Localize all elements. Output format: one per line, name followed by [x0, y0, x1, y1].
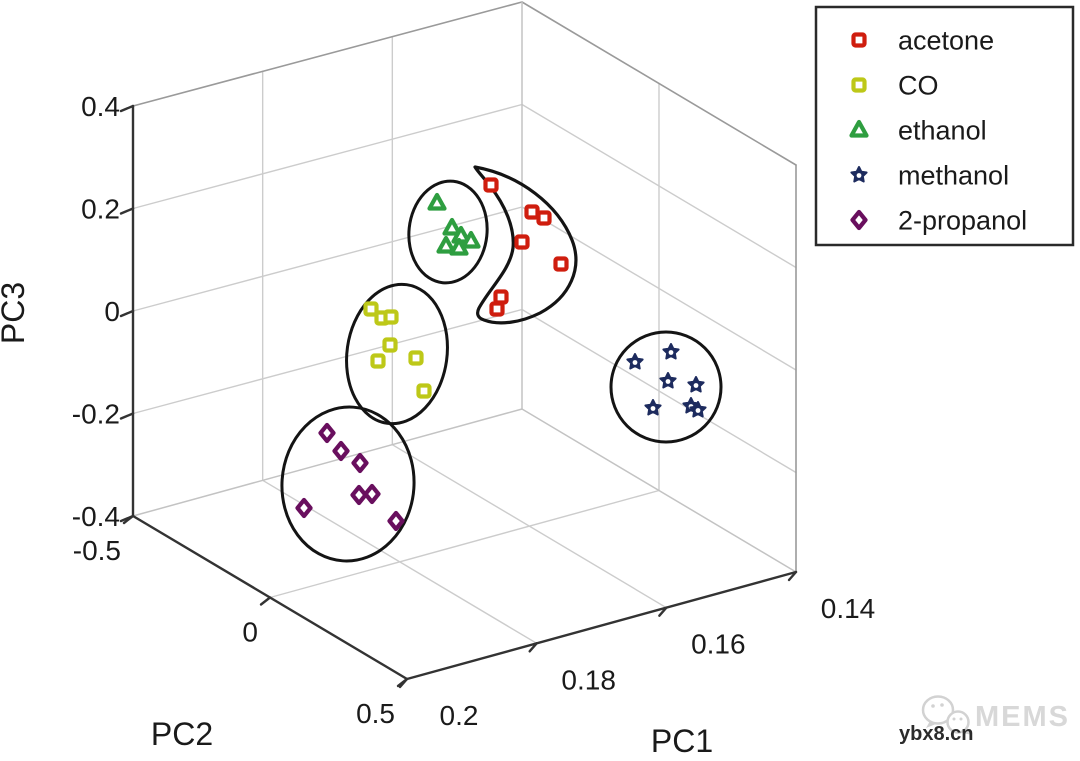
pentagram-legend-icon-center	[856, 173, 862, 178]
pc2-tick	[122, 514, 135, 525]
pc2-axis-label: PC2	[151, 716, 213, 752]
data-points	[295, 177, 707, 532]
legend-label: acetone	[898, 26, 994, 56]
marker-methanol-center	[665, 379, 671, 384]
pc3-tick-label: 0	[104, 296, 120, 327]
cluster-outline-CO	[345, 282, 449, 426]
pc3-tick-label: -0.2	[72, 399, 120, 430]
square-legend-icon	[851, 77, 867, 93]
marker-methanol-center	[650, 406, 656, 411]
pc3-tick-label: 0.2	[81, 194, 120, 225]
marker-2-propanol	[387, 510, 405, 532]
pc3-tick	[119, 412, 135, 420]
pc3-axis-label: PC3	[0, 282, 31, 344]
pc3-tick	[119, 207, 135, 215]
box-edge-floor-right	[521, 408, 797, 573]
grid-line-pc2-floor	[269, 489, 660, 599]
marker-ethanol	[442, 217, 462, 236]
marker-2-propanol	[350, 484, 368, 506]
pc2-tick	[259, 596, 272, 606]
cluster-outlines	[280, 165, 723, 563]
marker-2-propanol	[295, 497, 313, 519]
watermark: MEMS ybx8.cn	[899, 695, 1070, 745]
pc1-axis	[405, 570, 798, 681]
pc1-tick	[398, 677, 409, 689]
cluster-outline-acetone	[473, 165, 578, 325]
pc1-tick-label: 0.2	[440, 700, 479, 731]
marker-2-propanol	[363, 483, 381, 505]
marker-acetone	[536, 210, 552, 226]
pc2-tick-label: 0	[242, 617, 258, 648]
cluster-outline-methanol	[609, 330, 723, 444]
watermark-brand-text: MEMS	[975, 701, 1070, 733]
legend-item-co: CO	[851, 71, 939, 101]
marker-acetone	[489, 301, 505, 317]
marker-2-propanol	[318, 422, 336, 444]
marker-CO	[416, 383, 432, 399]
marker-acetone	[493, 289, 509, 305]
box-edge-top-left	[132, 1, 523, 107]
marker-CO	[363, 301, 379, 317]
square-legend-icon	[851, 32, 867, 48]
marker-ethanol	[436, 235, 456, 254]
cluster-outline-2-propanol	[280, 405, 416, 563]
marker-CO	[370, 353, 386, 369]
pc1-tick	[658, 606, 668, 617]
marker-CO	[382, 337, 398, 353]
triangle-legend-icon	[849, 119, 869, 138]
box-edge-top-right	[521, 1, 797, 166]
pc3-tick-label: 0.4	[81, 91, 120, 122]
pc2-tick-label: 0.5	[356, 698, 395, 729]
marker-CO	[408, 350, 424, 366]
pc1-tick	[528, 642, 538, 653]
watermark-site-text: ybx8.cn	[899, 723, 973, 745]
marker-2-propanol	[332, 440, 350, 462]
axis-layer	[119, 104, 798, 689]
legend-item-2-propanol: 2-propanol	[850, 206, 1027, 236]
pc2-tick-label: -0.5	[73, 535, 121, 566]
pc3-tick-label: -0.4	[72, 501, 120, 532]
legend-item-acetone: acetone	[851, 26, 994, 56]
pc1-tick-label: 0.16	[691, 629, 746, 660]
marker-ethanol	[461, 230, 481, 249]
marker-methanol-center	[632, 360, 638, 365]
marker-acetone	[514, 234, 530, 250]
marker-methanol-center	[668, 350, 674, 355]
marker-acetone	[483, 177, 499, 193]
marker-acetone	[524, 204, 540, 220]
grid-line-pc3	[132, 206, 523, 312]
marker-CO	[383, 309, 399, 325]
box-edge-floor-left	[132, 408, 523, 517]
pc3-tick	[119, 309, 135, 318]
legend-label: methanol	[898, 161, 1009, 191]
pc1-tick-label: 0.18	[561, 664, 616, 695]
grid-layer	[132, 1, 797, 645]
legend: acetone CO ethanol methanol 2-propanol	[814, 5, 1075, 247]
marker-2-propanol	[351, 452, 369, 474]
grid-line-pc3	[132, 103, 523, 210]
pc1-axis-label: PC1	[651, 723, 713, 759]
legend-label: CO	[898, 71, 939, 101]
marker-methanol-center	[693, 383, 699, 388]
pc3-tick	[119, 104, 135, 113]
legend-item-ethanol: ethanol	[849, 116, 987, 146]
marker-methanol-center	[695, 408, 701, 413]
diamond-legend-icon	[850, 209, 868, 231]
legend-item-methanol: methanol	[850, 161, 1009, 191]
pc1-tick-label: 0.14	[821, 593, 876, 624]
legend-label: 2-propanol	[898, 206, 1027, 236]
cluster-outline-ethanol	[407, 179, 489, 285]
pc1-tick	[787, 570, 798, 582]
legend-label: ethanol	[898, 116, 987, 146]
tick-labels: 0.4 0.2 0 -0.2 -0.4-0.5 0 0.5 0.2 0.18 0.16 0.14	[72, 91, 876, 731]
grid-line-pc3	[132, 308, 523, 415]
marker-ethanol	[427, 192, 447, 211]
marker-acetone	[553, 256, 569, 272]
wechat-logo-icon	[921, 695, 972, 735]
